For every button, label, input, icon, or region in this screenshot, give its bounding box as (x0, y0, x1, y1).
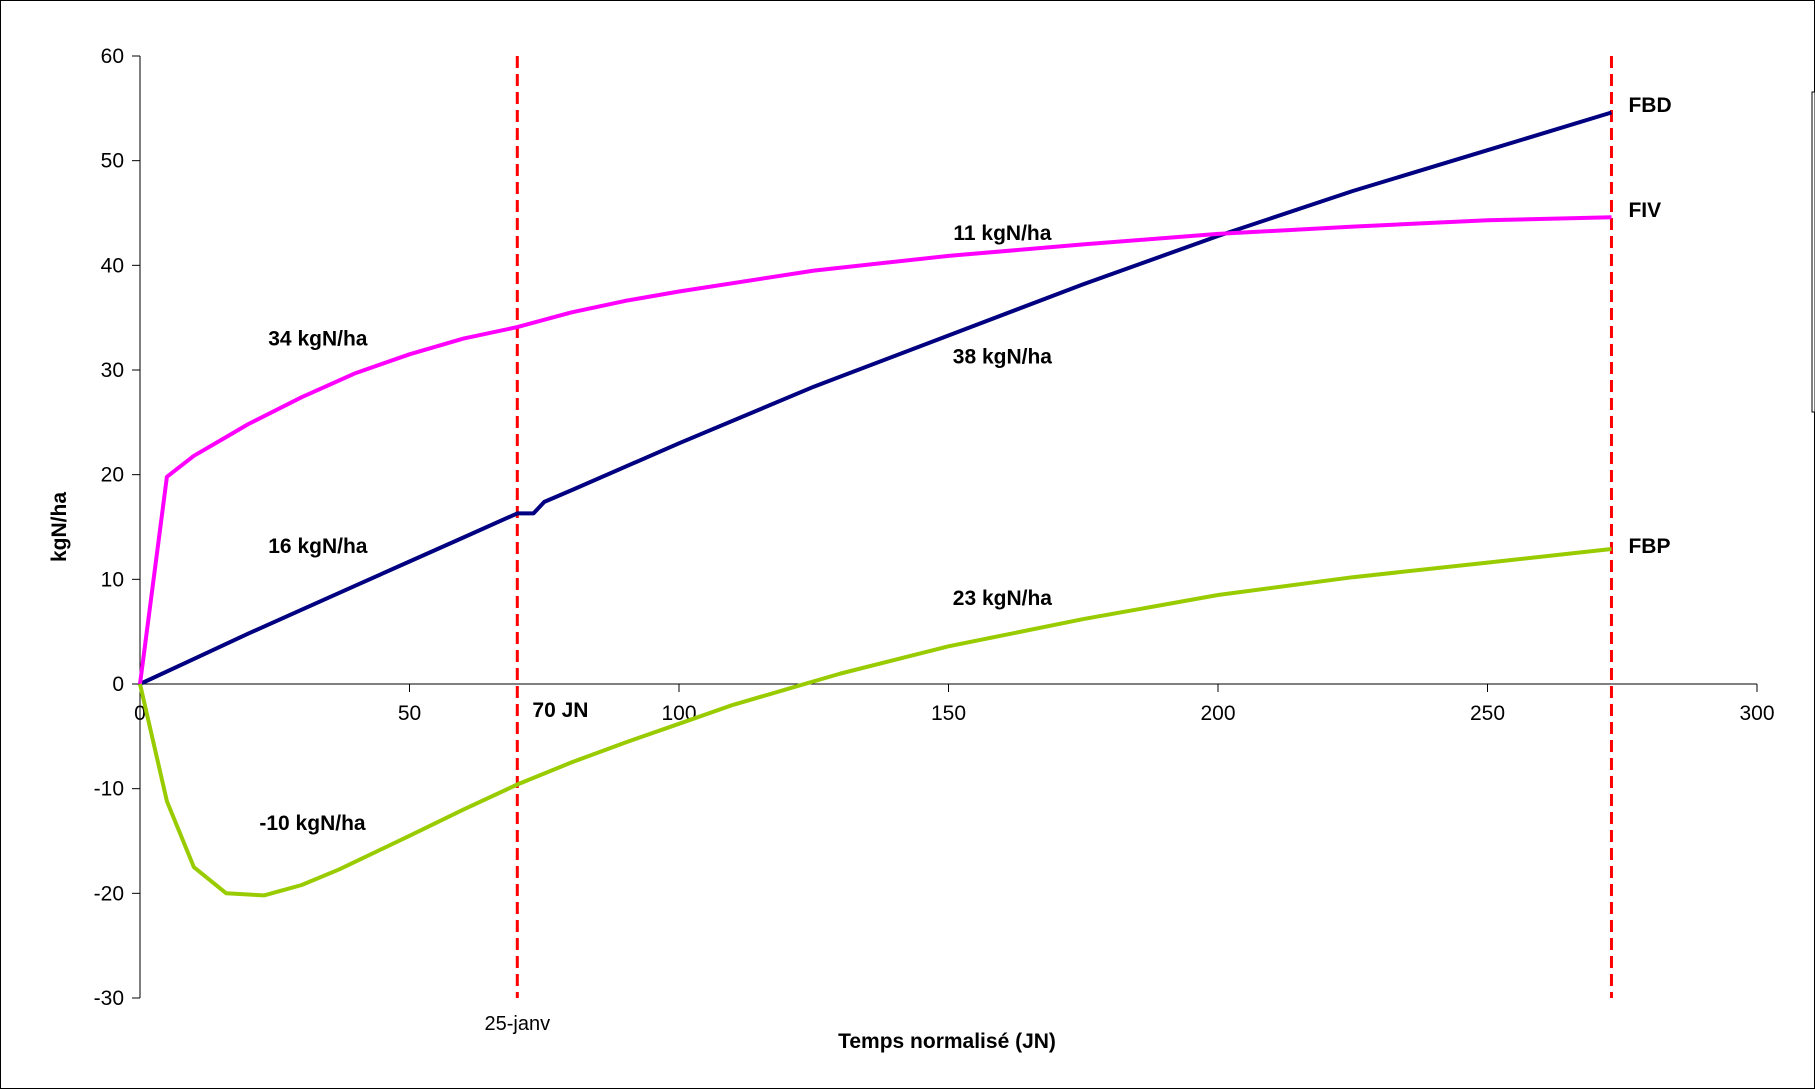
x-tick-label: 0 (134, 702, 146, 725)
x-tick-label: 300 (1739, 702, 1774, 725)
y-tick-label: 10 (101, 568, 124, 591)
y-tick-label: 30 (101, 359, 124, 382)
annotation-label: 34 kgN/ha (268, 328, 368, 351)
y-tick-label: 60 (101, 45, 124, 68)
legend-fragment (1811, 91, 1815, 413)
annotation-label: -10 kgN/ha (259, 812, 366, 835)
series-line-fbd (139, 110, 1613, 686)
y-axis-title: kgN/ha (48, 492, 71, 562)
x-axis-title: Temps normalisé (JN) (838, 1030, 1056, 1053)
y-tick-label: 0 (112, 673, 124, 696)
series-lines (138, 110, 1613, 898)
y-tick-label: -30 (94, 987, 124, 1010)
y-tick-label: -20 (94, 882, 124, 905)
series-end-label: FBD (1628, 94, 1671, 117)
y-tick-label: 40 (101, 254, 124, 277)
reference-date-label: 25-janv (484, 1013, 550, 1035)
annotation-label: 16 kgN/ha (268, 535, 368, 558)
reference-lines: 25-janv (484, 56, 1613, 1035)
y-tick-label: 50 (101, 150, 124, 173)
x-tick-label: 250 (1470, 702, 1505, 725)
series-line-fiv (138, 215, 1612, 685)
annotation-label: 38 kgN/ha (953, 345, 1053, 368)
annotation-label: 23 kgN/ha (953, 587, 1053, 610)
series-end-label: FBP (1628, 535, 1670, 558)
x-tick-label: 150 (931, 702, 966, 725)
x-tick-label: 200 (1200, 702, 1235, 725)
x-tick-label: 50 (398, 702, 421, 725)
annotation-label: 11 kgN/ha (953, 222, 1051, 245)
annotations: 34 kgN/ha 16 kgN/ha -10 kgN/ha 11 kgN/ha 38 … (259, 94, 1671, 835)
series-line-fbp (138, 547, 1612, 898)
y-tick-label: -10 (94, 778, 124, 801)
y-tick-label: 20 (101, 464, 124, 487)
series-end-label: FIV (1628, 199, 1661, 222)
annotation-label: 70 JN (532, 699, 588, 722)
